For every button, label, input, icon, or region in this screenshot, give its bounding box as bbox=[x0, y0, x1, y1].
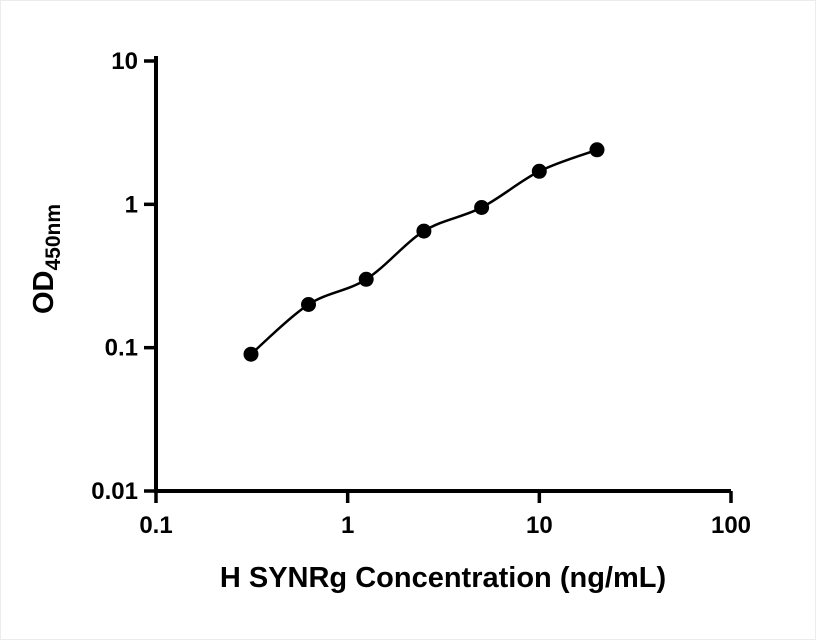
data-point bbox=[416, 223, 432, 239]
y-tick-label: 10 bbox=[111, 48, 138, 75]
data-point bbox=[589, 142, 605, 158]
y-tick-label: 0.01 bbox=[91, 478, 138, 505]
data-point bbox=[474, 200, 490, 215]
y-tick-label: 1 bbox=[125, 191, 138, 218]
x-axis-title: H SYNRg Concentration (ng/mL) bbox=[220, 562, 666, 594]
y-axis-title-main: OD bbox=[28, 271, 60, 315]
data-point bbox=[243, 346, 259, 362]
x-tick-label: 1 bbox=[341, 512, 354, 539]
data-point bbox=[531, 163, 547, 179]
y-tick-label: 0.1 bbox=[105, 335, 138, 362]
x-tick-label: 10 bbox=[526, 512, 553, 539]
data-layer bbox=[243, 142, 605, 362]
x-tick-label: 0.1 bbox=[139, 512, 172, 539]
x-tick-label: 100 bbox=[711, 512, 751, 539]
data-point bbox=[358, 271, 374, 287]
fit-curve bbox=[250, 148, 598, 356]
y-axis-title: OD450nm bbox=[28, 204, 65, 314]
data-point bbox=[301, 297, 316, 312]
y-axis-title-subscript: 450nm bbox=[42, 204, 65, 271]
